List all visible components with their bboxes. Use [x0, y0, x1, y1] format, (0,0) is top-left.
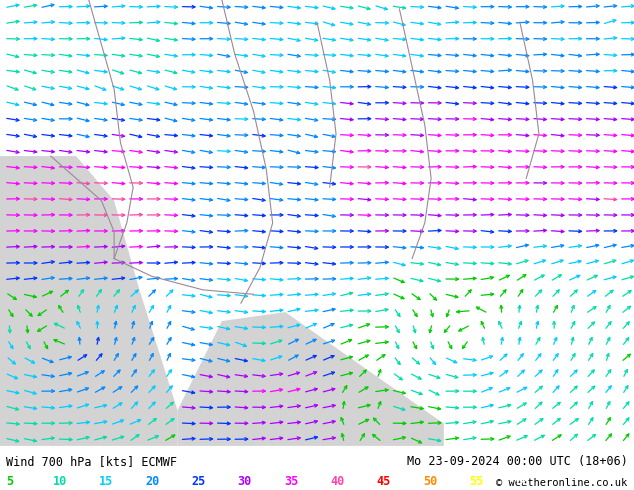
Text: 60: 60: [515, 475, 529, 488]
Text: 30: 30: [238, 475, 252, 488]
Text: 20: 20: [145, 475, 159, 488]
Text: Mo 23-09-2024 00:00 UTC (18+06): Mo 23-09-2024 00:00 UTC (18+06): [407, 455, 628, 468]
Text: 50: 50: [423, 475, 437, 488]
Text: © weatheronline.co.uk: © weatheronline.co.uk: [496, 478, 628, 488]
Text: 5: 5: [6, 475, 13, 488]
Text: 35: 35: [284, 475, 298, 488]
Text: 15: 15: [99, 475, 113, 488]
Text: 25: 25: [191, 475, 205, 488]
Text: 55: 55: [469, 475, 483, 488]
Text: Wind 700 hPa [kts] ECMWF: Wind 700 hPa [kts] ECMWF: [6, 455, 178, 468]
Polygon shape: [0, 156, 178, 446]
Text: 10: 10: [53, 475, 67, 488]
Text: 40: 40: [330, 475, 344, 488]
Text: 45: 45: [377, 475, 391, 488]
Polygon shape: [178, 312, 444, 446]
